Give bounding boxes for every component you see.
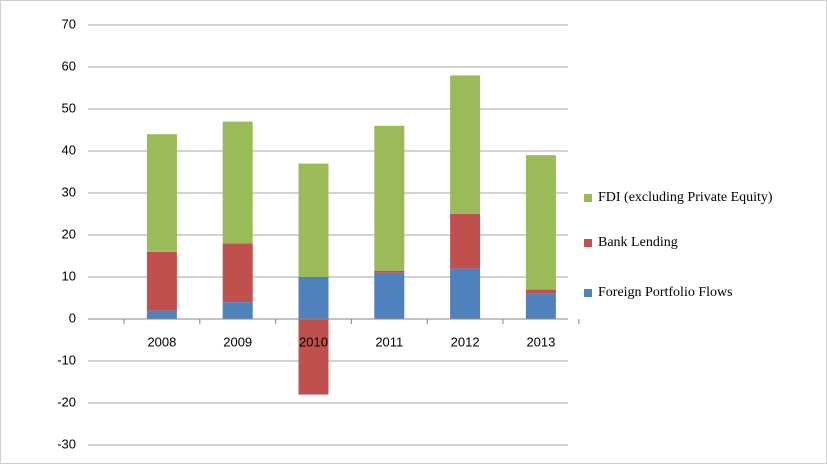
legend-swatch — [584, 239, 592, 247]
bar-segment — [298, 163, 329, 277]
y-tick-label: -10 — [57, 352, 76, 367]
y-tick-label: 50 — [62, 100, 76, 115]
y-tick-label: 70 — [62, 16, 76, 31]
legend-item: Foreign Portfolio Flows — [584, 284, 794, 301]
x-tick-label: 2008 — [147, 334, 176, 349]
bar-segment — [374, 272, 405, 319]
bar-segment — [450, 75, 481, 215]
y-tick-label: 60 — [62, 58, 76, 73]
bar-segment — [374, 270, 405, 273]
bar-segment — [525, 293, 556, 319]
bar-segment — [146, 251, 177, 311]
legend-swatch — [584, 194, 592, 202]
y-tick-label: -30 — [57, 436, 76, 451]
x-tick-label: 2012 — [451, 334, 480, 349]
legend-label: FDI (excluding Private Equity) — [598, 190, 773, 205]
legend-label: Foreign Portfolio Flows — [598, 285, 733, 300]
bar-segment — [298, 319, 329, 395]
bar-segment — [222, 302, 253, 319]
x-tick-label: 2010 — [299, 334, 328, 349]
x-tick-label: 2009 — [223, 334, 252, 349]
y-tick-label: 10 — [62, 268, 76, 283]
legend-item: FDI (excluding Private Equity) — [584, 189, 794, 206]
bar-segment — [525, 155, 556, 290]
x-tick-label: 2013 — [526, 334, 555, 349]
bar-segment — [222, 121, 253, 244]
bar-segment — [298, 277, 329, 319]
bar-segment — [222, 243, 253, 303]
legend-label: Bank Lending — [598, 235, 678, 250]
bar-segment — [450, 214, 481, 269]
bar-segment — [146, 310, 177, 319]
y-tick-label: -20 — [57, 394, 76, 409]
bar-segment — [374, 125, 405, 271]
y-tick-label: 0 — [69, 310, 76, 325]
x-tick-label: 2011 — [375, 334, 403, 349]
y-tick-label: 20 — [62, 226, 76, 241]
bar-segment — [146, 134, 177, 252]
bar-segment — [450, 268, 481, 319]
legend-item: Bank Lending — [584, 234, 794, 251]
bar-segment — [525, 289, 556, 294]
y-tick-label: 40 — [62, 142, 76, 157]
legend-swatch — [584, 289, 592, 297]
y-tick-label: 30 — [62, 184, 76, 199]
